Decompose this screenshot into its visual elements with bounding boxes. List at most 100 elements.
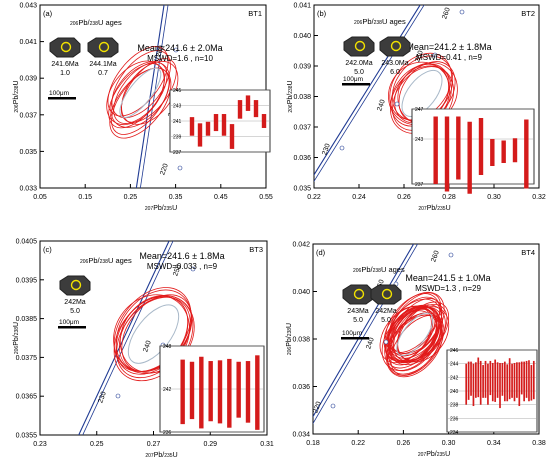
concordia-age-label: 250 — [414, 50, 425, 63]
grain-error-label: 5.0 — [70, 308, 80, 315]
y-tick-label: 0.0385 — [16, 316, 38, 323]
panel-label: (b) — [317, 9, 327, 18]
inset-error-bar — [199, 356, 204, 429]
y-axis-label-part: Pb/ — [286, 336, 293, 347]
y-tick-label: 0.038 — [292, 337, 310, 344]
analysis-ellipse — [107, 46, 169, 117]
y-axis-label: 206Pb/238U — [13, 322, 20, 354]
ages-title-part: 206 — [70, 21, 79, 27]
inset-tick-label: 240 — [450, 389, 459, 395]
grain-error-label: 0.7 — [98, 70, 108, 77]
concordia-age-label: 240 — [142, 340, 153, 353]
ages-title-part: Pb/ — [88, 256, 100, 265]
weighted-mean-age: Mean=241.5 ± 1.0Ma — [405, 273, 490, 283]
panel-bt4: 0.18 0.22 0.26 0.30 0.34 0.38 0.034 0.036 0.038 0… — [286, 242, 546, 459]
scale-bar — [341, 337, 369, 340]
concordia-marker — [173, 47, 179, 53]
x-tick-label: 0.31 — [260, 441, 274, 448]
inset-error-bar — [490, 139, 495, 166]
x-axis-label-part: 207 — [145, 453, 154, 459]
x-tick-label: 0.35 — [169, 194, 183, 201]
inset-tick-label: 244 — [450, 362, 459, 368]
ages-title-part: Pb/ — [361, 265, 373, 274]
analysis-spot-marker — [353, 288, 365, 300]
inset-tick-label: 237 — [173, 150, 182, 156]
panel-label: (a) — [43, 9, 53, 18]
y-axis-label-part: U — [13, 322, 20, 327]
ages-title-part: 206 — [80, 259, 89, 265]
inset-error-bar — [489, 360, 492, 396]
inset-error-bar — [484, 360, 487, 398]
ages-title-part: Pb/ — [78, 18, 90, 27]
zircon-grain-image — [49, 37, 81, 58]
y-axis-label-part: 238 — [288, 85, 294, 94]
ages-title-part: 206 — [354, 20, 363, 26]
analysis-ellipse — [391, 55, 454, 121]
x-tick-label: 0.28 — [442, 194, 456, 201]
grain-age-label: 243.0Ma — [381, 60, 408, 67]
y-tick-label: 0.034 — [292, 432, 310, 439]
x-axis-label: 207Pb/235U — [418, 451, 450, 458]
inset-tick-label: 247 — [415, 107, 424, 113]
concordia-marker — [177, 165, 183, 171]
plot-area — [106, 5, 191, 188]
inset-error-bar — [189, 361, 195, 420]
mean-ellipse — [396, 312, 434, 356]
x-axis-label-part: 235 — [164, 453, 173, 459]
analysis-ellipse — [111, 67, 170, 135]
inset-tick-label: 237 — [415, 182, 424, 188]
concordia-curve-error — [139, 5, 169, 188]
x-axis-label-part: Pb/ — [427, 205, 438, 212]
concordia-marker — [330, 403, 336, 409]
x-tick-label: 0.29 — [203, 441, 217, 448]
sample-name: BT4 — [521, 248, 535, 257]
y-axis-label-part: U — [13, 80, 20, 85]
inset-error-bar — [487, 363, 489, 405]
x-axis-label-part: 235 — [437, 452, 446, 458]
inset-error-bar — [180, 359, 185, 425]
mswd-value: MSWD=1.6 , n=10 — [147, 54, 213, 63]
x-axis-label-part: Pb/ — [153, 205, 164, 212]
analysis-spot-marker — [354, 40, 366, 52]
x-tick-label: 0.26 — [397, 440, 411, 447]
analysis-ellipse — [396, 301, 450, 361]
sample-name: BT1 — [248, 9, 262, 18]
concordia-curve-error — [314, 5, 425, 182]
analysis-ellipse — [389, 52, 452, 121]
y-tick-label: 0.043 — [19, 3, 37, 10]
inset-error-bar — [513, 362, 516, 402]
x-tick-label: 0.55 — [259, 194, 273, 201]
concordia-age-label: 220 — [312, 401, 323, 414]
y-tick-label: 0.0365 — [16, 394, 38, 401]
concordia-marker — [190, 266, 196, 272]
inset-error-bar — [528, 360, 530, 402]
x-tick-label: 0.22 — [307, 194, 321, 201]
y-axis-label-part: U — [287, 80, 294, 85]
analysis-ellipse — [393, 306, 444, 362]
inset-error-bar — [501, 140, 506, 163]
x-tick-label: 0.30 — [442, 440, 456, 447]
inset-tick-label: 242 — [450, 375, 459, 381]
weighted-mean-inset: 236 242 248 — [159, 344, 265, 436]
inset-tick-label: 239 — [173, 135, 182, 141]
inset-error-bar — [532, 360, 535, 400]
inset-error-bar — [496, 362, 499, 398]
grain-error-label: 5.0 — [353, 317, 363, 324]
y-tick-label: 0.037 — [293, 125, 311, 132]
inset-error-bar — [261, 114, 267, 128]
sample-name: BT2 — [521, 9, 535, 18]
inset-error-bar — [217, 360, 223, 424]
inset-error-bar — [475, 362, 477, 398]
y-tick-label: 0.036 — [292, 384, 310, 391]
y-tick-label: 0.041 — [19, 39, 37, 46]
panel-bt2: 0.22 0.24 0.26 0.28 0.30 0.32 0.035 0.036 0.037 0… — [287, 3, 546, 213]
inset-error-bar — [501, 362, 504, 396]
inset-error-bar — [491, 362, 494, 402]
x-tick-label: 0.05 — [33, 194, 47, 201]
y-axis-label: 206Pb/238U — [286, 323, 293, 355]
inset-error-bar — [465, 363, 468, 405]
zircon-grain-image — [342, 284, 374, 305]
y-axis-label: 206Pb/238U — [287, 80, 294, 112]
plot-area — [313, 244, 454, 425]
concordia-curve-error — [313, 244, 419, 425]
